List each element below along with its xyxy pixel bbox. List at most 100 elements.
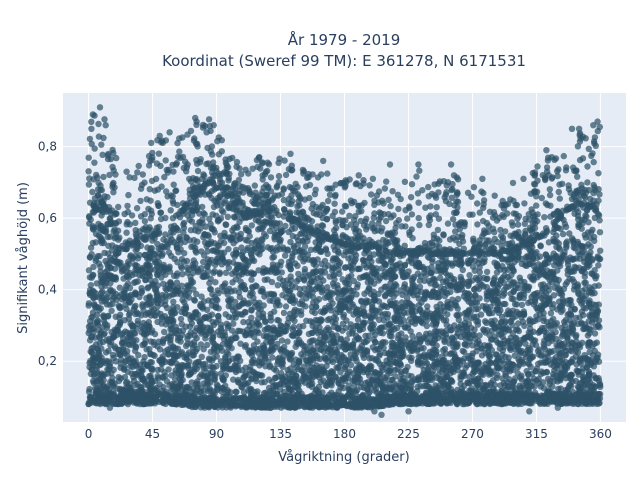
data-point <box>483 327 491 334</box>
data-point <box>483 268 491 276</box>
data-point <box>470 313 477 320</box>
data-point <box>536 253 544 260</box>
data-point <box>506 309 513 316</box>
data-point <box>180 219 188 227</box>
data-point <box>528 293 535 301</box>
data-point <box>163 238 170 245</box>
data-point <box>230 320 237 327</box>
data-point <box>360 320 367 327</box>
data-point <box>233 269 240 277</box>
data-point <box>198 248 205 255</box>
data-point <box>518 255 526 263</box>
data-point <box>264 268 271 275</box>
data-point <box>496 345 504 352</box>
data-point <box>345 255 352 262</box>
data-point <box>204 256 212 263</box>
data-point <box>479 259 486 267</box>
data-point <box>569 327 577 334</box>
data-point <box>168 236 175 243</box>
data-point <box>165 265 173 272</box>
data-point <box>146 294 153 301</box>
data-point <box>466 272 473 279</box>
data-point <box>113 258 120 265</box>
data-point <box>499 375 506 382</box>
data-point <box>551 225 558 232</box>
data-point <box>248 306 255 313</box>
data-point <box>263 333 270 341</box>
data-point <box>222 355 229 362</box>
data-point <box>93 366 101 374</box>
data-point <box>310 256 317 264</box>
data-point <box>221 200 228 207</box>
data-point <box>333 364 340 371</box>
data-point <box>204 341 211 349</box>
data-point <box>413 261 420 268</box>
data-point <box>594 253 602 260</box>
data-point <box>261 318 269 325</box>
data-point <box>248 276 255 283</box>
data-point <box>308 383 316 391</box>
data-point <box>303 295 310 302</box>
data-point <box>113 326 121 333</box>
data-point <box>491 259 498 266</box>
data-point <box>544 357 552 365</box>
data-point <box>236 235 244 243</box>
data-point <box>190 243 197 250</box>
data-point <box>591 383 599 390</box>
data-point <box>300 322 307 330</box>
data-point <box>480 274 487 282</box>
data-point <box>147 312 155 319</box>
data-point <box>354 316 362 323</box>
data-point <box>181 250 188 257</box>
data-point <box>332 255 339 262</box>
data-point <box>194 268 202 276</box>
data-point <box>303 317 310 324</box>
data-point <box>393 290 400 297</box>
data-point <box>379 312 386 319</box>
data-point <box>575 249 582 256</box>
data-point <box>222 233 229 240</box>
data-point <box>191 297 198 304</box>
data-point <box>269 248 277 255</box>
data-point <box>112 358 120 365</box>
data-point <box>365 312 373 319</box>
data-point <box>90 294 97 302</box>
data-point <box>479 371 487 379</box>
data-point <box>372 339 379 346</box>
data-point <box>164 281 172 288</box>
data-point <box>121 374 129 381</box>
data-point <box>490 299 498 306</box>
data-point <box>580 295 588 302</box>
data-point <box>243 331 250 338</box>
data-point <box>276 354 283 361</box>
data-point <box>374 377 382 385</box>
data-point <box>584 332 592 339</box>
data-point <box>87 244 95 251</box>
data-point <box>375 345 383 353</box>
data-point <box>193 249 200 256</box>
data-point <box>224 213 232 220</box>
data-point <box>585 299 593 306</box>
data-point <box>437 266 444 274</box>
data-point <box>441 373 448 381</box>
data-point <box>188 277 195 284</box>
data-point <box>339 327 346 334</box>
data-point <box>232 368 240 376</box>
data-point <box>284 366 291 374</box>
data-point <box>178 256 186 263</box>
data-point <box>352 322 360 329</box>
data-point <box>427 386 434 393</box>
data-point <box>207 363 214 370</box>
data-point <box>482 303 490 310</box>
data-point <box>372 368 379 376</box>
data-point <box>232 331 239 338</box>
data-point <box>324 324 331 332</box>
data-point <box>240 318 247 326</box>
data-point <box>554 267 561 274</box>
data-point <box>290 361 297 368</box>
data-point <box>185 371 192 379</box>
data-point <box>366 381 373 388</box>
data-point <box>102 257 109 265</box>
data-point <box>305 233 312 241</box>
data-point <box>424 303 431 310</box>
